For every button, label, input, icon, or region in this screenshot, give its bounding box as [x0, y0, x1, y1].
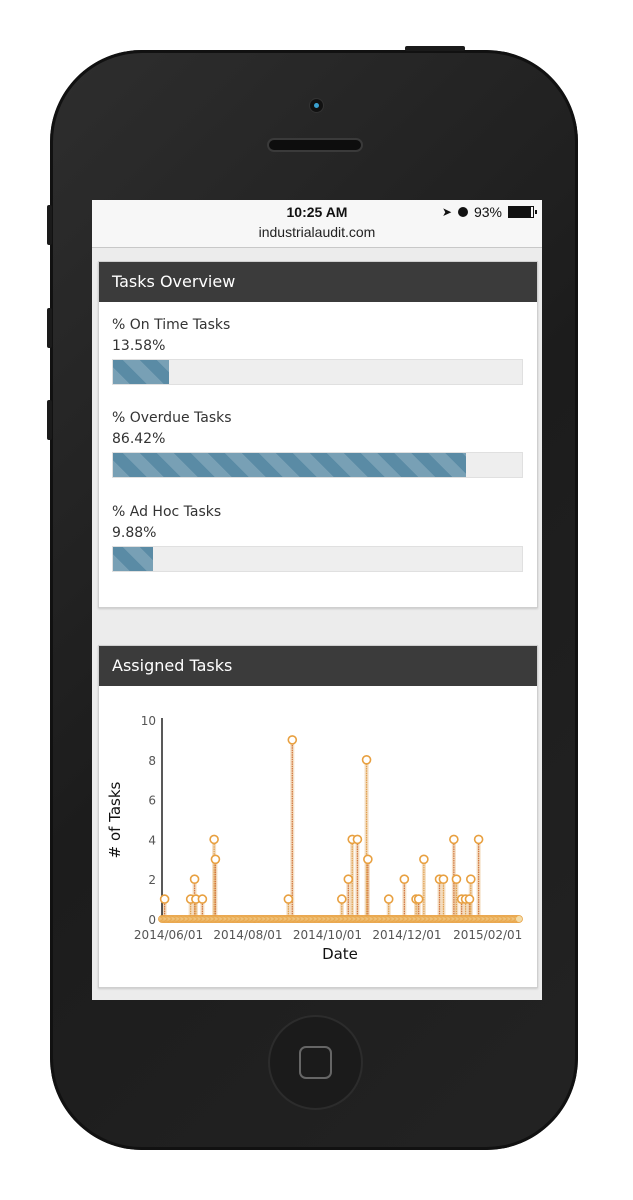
progress-fill [113, 453, 467, 477]
metric-label: % On Time Tasks [112, 317, 231, 333]
panel-title: Tasks Overview [99, 262, 537, 302]
metric-value: 13.58% [112, 338, 166, 354]
x-tick-label: 2014/12/01 [372, 928, 441, 942]
clock: 10:25 AM [286, 204, 348, 220]
stem-fill [441, 879, 446, 919]
assigned-tasks-panel: Assigned Tasks [98, 645, 538, 988]
data-point [352, 834, 363, 845]
stem-fill [212, 839, 217, 919]
stem-fill [414, 899, 419, 919]
data-point [419, 854, 429, 865]
url-bar[interactable]: industrialaudit.com [258, 224, 376, 240]
x-tick-label: 2014/10/01 [293, 928, 362, 942]
volume-down-button [47, 400, 52, 440]
stem-fill [454, 879, 459, 919]
data-point [464, 894, 475, 904]
stem-fill [402, 879, 407, 919]
stem-fill [386, 899, 391, 919]
panel-title: Assigned Tasks [99, 646, 537, 686]
stem-fill [463, 899, 468, 919]
status-bar: 10:25 AM ➤ 93% industrialaudit.com [92, 200, 542, 248]
data-point [159, 894, 170, 904]
mute-switch [47, 205, 52, 245]
metric-value: 86.42% [112, 431, 166, 447]
stem-fill [162, 899, 167, 919]
stem-fill [188, 899, 193, 919]
battery-percent: 93% [473, 204, 502, 220]
stem-fill [213, 859, 218, 919]
home-button[interactable] [268, 1015, 363, 1110]
stem-fill [437, 879, 442, 919]
status-indicators: ➤ 93% [441, 204, 537, 220]
metric-on-time: % On Time Tasks 13.58% [112, 317, 523, 385]
stem-fill [286, 899, 291, 919]
data-point [343, 874, 354, 884]
x-tick-label: 2014/06/01 [134, 928, 203, 942]
data-point [451, 874, 462, 884]
y-tick-label: 0 [148, 913, 156, 927]
data-point [283, 894, 294, 904]
progress-fill [113, 360, 169, 384]
metric-label: % Ad Hoc Tasks [112, 504, 222, 520]
data-point [449, 834, 459, 845]
data-point [465, 874, 476, 884]
alarm-icon [457, 207, 468, 217]
stem-fill [459, 899, 464, 919]
volume-up-button [47, 308, 52, 348]
screen: 10:25 AM ➤ 93% industrialaudit.com Tasks… [92, 200, 542, 1000]
stem-fill [339, 899, 344, 919]
x-tick-label: 2015/02/01 [453, 928, 522, 942]
progress-bar [112, 546, 523, 572]
y-tick-label: 10 [141, 714, 156, 728]
data-point [210, 854, 221, 865]
progress-bar [112, 359, 523, 385]
y-tick-label: 4 [148, 833, 156, 847]
stem-fill [290, 739, 295, 919]
stem-fill [467, 899, 472, 919]
metric-label: % Overdue Tasks [112, 410, 232, 426]
data-point [399, 874, 410, 884]
stem-fill [364, 759, 369, 919]
home-square-icon [299, 1046, 332, 1079]
battery-icon [508, 206, 537, 218]
stem-fill [416, 899, 421, 919]
data-point [473, 834, 484, 845]
front-camera [309, 98, 324, 113]
data-point [197, 894, 208, 904]
y-tick-label: 2 [148, 873, 156, 887]
earpiece-speaker [267, 138, 363, 152]
data-point [361, 754, 372, 765]
stem-fill [346, 879, 351, 919]
data-point [413, 894, 424, 904]
y-tick-label: 6 [148, 794, 156, 808]
baseline-marker [515, 915, 523, 923]
location-arrow-icon: ➤ [441, 205, 452, 219]
x-tick-label: 2014/08/01 [213, 928, 282, 942]
data-point [383, 894, 394, 904]
tasks-overview-panel: Tasks Overview % On Time Tasks 13.58% % … [98, 261, 538, 608]
stem-fill [365, 859, 370, 919]
x-axis-label: Date [322, 945, 358, 963]
data-point [438, 874, 449, 884]
stem-fill [200, 899, 205, 919]
data-point [337, 894, 347, 904]
data-point [363, 854, 373, 865]
data-point [209, 834, 219, 845]
y-tick-label: 8 [148, 754, 156, 768]
metric-overdue: % Overdue Tasks 86.42% [112, 410, 523, 478]
progress-fill [113, 547, 154, 571]
data-point [287, 735, 298, 745]
progress-bar [112, 452, 523, 478]
data-point [189, 874, 200, 884]
power-button [405, 46, 465, 51]
stem-fill [476, 839, 481, 919]
metric-ad-hoc: % Ad Hoc Tasks 9.88% [112, 504, 523, 572]
y-axis-label: # of Tasks [106, 781, 124, 858]
stem-fill [193, 899, 198, 919]
metric-value: 9.88% [112, 525, 157, 541]
stem-fill [421, 859, 426, 919]
stem-fill [355, 839, 360, 919]
assigned-tasks-chart: 0 2 4 6 8 10 2014/06/01 2014/08/01 2014/10/01 20… [106, 714, 523, 963]
